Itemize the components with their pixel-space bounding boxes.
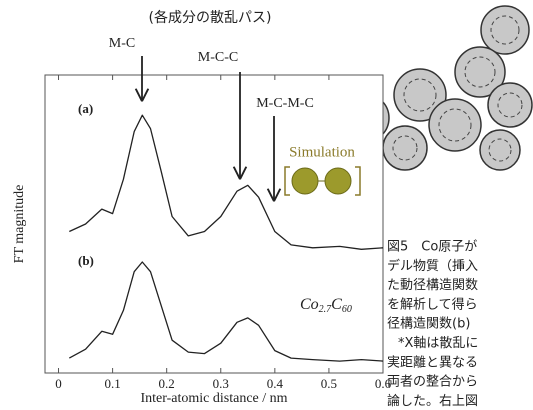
x-tick-label: 0.4 (267, 376, 284, 391)
x-axis-label: Inter-atomic distance / nm (140, 391, 287, 406)
caption-line: た動径構造関数 (387, 278, 478, 293)
caption-line: 図5 Co原子が (387, 240, 477, 255)
chart-title: (各成分の散乱パス) (149, 10, 272, 26)
y-axis-label: FT magnitude (12, 185, 27, 264)
plot-frame (45, 75, 383, 373)
caption-line: 論した。右上図 (387, 393, 478, 409)
path-label: M-C (109, 36, 135, 51)
page: (各成分の散乱パス) M-C M-C-C M-C-M-C (a) (b) Sim… (0, 0, 533, 410)
x-tick-label: 0.6 (375, 376, 392, 391)
caption-line: 両者の整合から (387, 375, 478, 390)
x-tick-label: 0.2 (159, 376, 175, 391)
inset-label: Simulation (289, 144, 355, 160)
caption-line: 径構造関数(b) (387, 317, 470, 332)
caption-line: を解析して得ら (387, 296, 478, 312)
x-tick-label: 0.3 (213, 376, 229, 391)
caption-line: *X軸は散乱に (398, 336, 478, 351)
panel-label: (a) (78, 101, 93, 116)
path-label: M-C-M-C (256, 96, 314, 111)
path-label: M-C-C (198, 50, 238, 65)
panel-label: (b) (78, 253, 94, 268)
x-tick-label: 0.1 (104, 376, 120, 391)
caption-line: 実距離と異なる (387, 354, 478, 370)
x-tick-label: 0 (55, 376, 62, 391)
figure: (各成分の散乱パス) M-C M-C-C M-C-M-C (a) (b) Sim… (0, 0, 533, 410)
x-tick-label: 0.5 (321, 376, 337, 391)
caption-line: デル物質（挿入 (387, 258, 478, 274)
